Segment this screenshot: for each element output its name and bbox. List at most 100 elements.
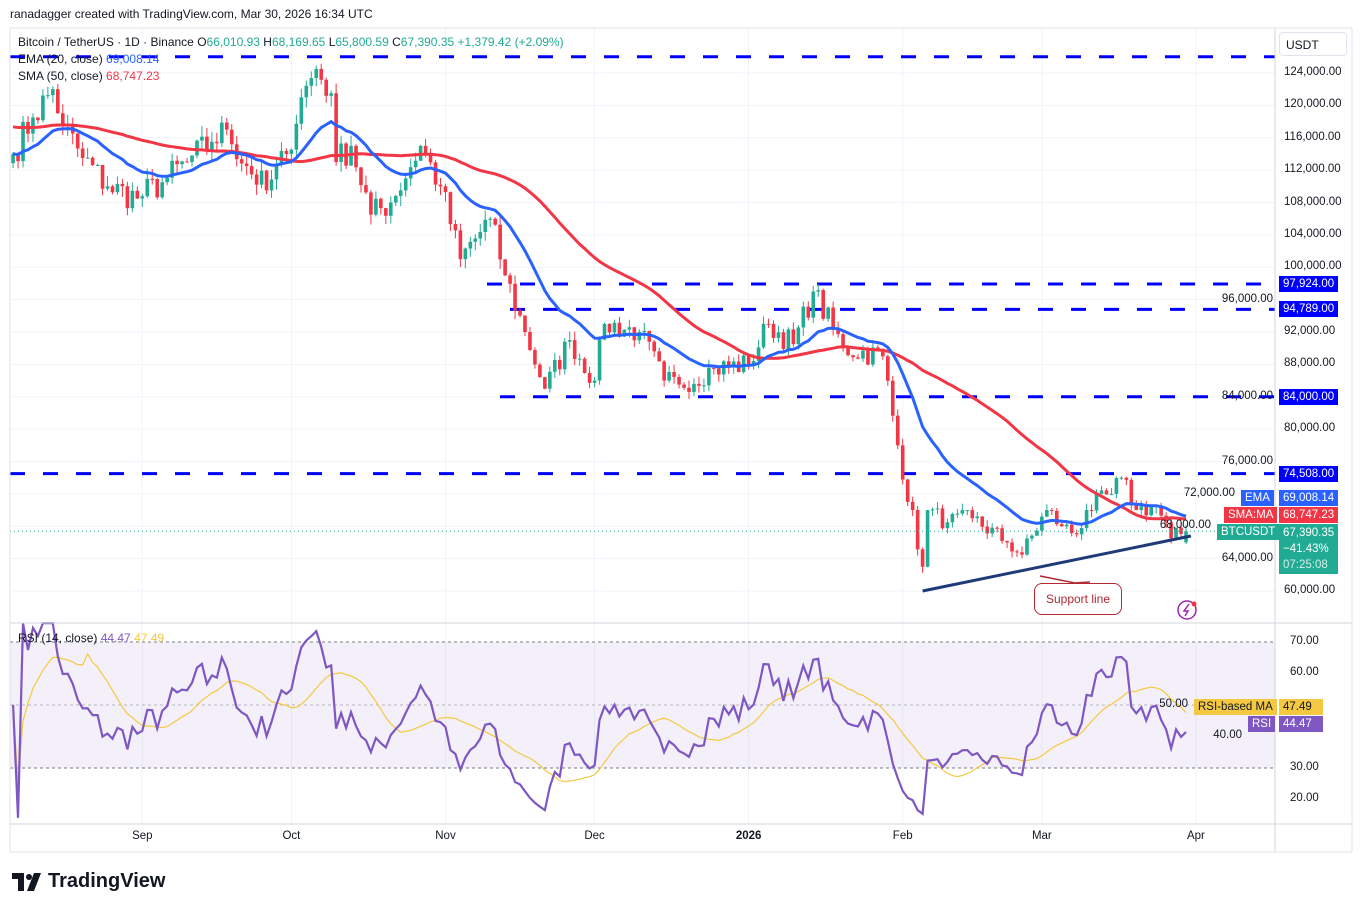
candle: [224, 117, 229, 136]
candle-body: [900, 445, 905, 480]
change-value: +1,379.42 (+2.09%): [457, 35, 564, 49]
sma-legend-value: 68,747.23: [106, 69, 160, 83]
sma-legend-label[interactable]: SMA (50, close): [18, 69, 103, 83]
candle: [975, 511, 980, 523]
candle-body: [11, 153, 15, 164]
candle-body: [483, 219, 488, 233]
candle-body: [1099, 490, 1104, 494]
candle: [871, 340, 875, 367]
candle-body: [741, 355, 746, 373]
rsi-tick: 20.00: [1290, 792, 1319, 804]
candle: [592, 376, 597, 388]
candle-body: [200, 136, 204, 141]
candle: [667, 365, 671, 383]
candle: [965, 509, 970, 516]
candle: [682, 382, 686, 390]
candle: [120, 179, 125, 197]
rsi-legend-label[interactable]: RSI (14, close): [18, 631, 98, 645]
candle: [329, 90, 333, 107]
symbol-row: Bitcoin / TetherUS · 1D · Binance O66,01…: [18, 35, 564, 49]
candle: [821, 288, 825, 321]
candle-body: [1129, 479, 1134, 506]
rsi-tick: 30.00: [1290, 760, 1319, 773]
candle-body: [751, 360, 756, 365]
candle: [85, 147, 90, 159]
candle: [726, 355, 731, 374]
candle-body: [677, 376, 681, 385]
candle: [294, 114, 299, 157]
candle-body: [1059, 524, 1064, 527]
candle-body: [498, 224, 502, 260]
candle: [985, 520, 989, 539]
candle-body: [1035, 530, 1039, 536]
candle-body: [905, 479, 910, 502]
support-line-label[interactable]: Support line: [1034, 583, 1122, 615]
rsi-legend: RSI (14, close) 44.47 47.49: [18, 631, 164, 645]
last-price-value: 67,390.35: [1283, 527, 1335, 539]
candle-body: [816, 290, 821, 292]
candle-body: [836, 327, 840, 335]
candle: [324, 77, 328, 103]
candle: [359, 167, 363, 193]
candle-body: [339, 143, 343, 163]
price-tick: 120,000.00: [1284, 98, 1342, 111]
candle-body: [672, 372, 676, 377]
bar-countdown: 07:25:08: [1283, 559, 1328, 571]
candle-body: [1054, 510, 1059, 525]
candle-body: [960, 510, 965, 514]
tradingview-logo[interactable]: TradingView: [12, 870, 165, 893]
candle-body: [642, 330, 647, 333]
support-label-pointer: [1039, 575, 1091, 584]
candle-body: [1020, 552, 1024, 555]
candle-body: [289, 149, 294, 154]
candle-body: [100, 164, 105, 189]
candle: [577, 353, 582, 366]
candle: [448, 191, 453, 232]
candle-body: [185, 161, 189, 163]
candle-body: [180, 161, 184, 165]
candle-body: [205, 136, 209, 151]
candle: [443, 183, 448, 202]
candle-body: [1159, 506, 1163, 516]
candle-body: [821, 290, 825, 319]
candle: [662, 359, 666, 387]
ema-legend-label[interactable]: EMA (20, close): [18, 52, 103, 66]
symbol-title[interactable]: Bitcoin / TetherUS · 1D · Binance: [18, 35, 194, 49]
support-line[interactable]: [922, 534, 1192, 593]
candle: [1104, 488, 1109, 495]
candle-body: [90, 157, 95, 166]
currency-selector[interactable]: USDT: [1279, 32, 1347, 56]
candle: [538, 362, 542, 378]
candle-body: [379, 198, 383, 209]
candle-body: [866, 350, 870, 365]
price-tick: 116,000.00: [1284, 130, 1341, 143]
candle-body: [851, 355, 855, 358]
price-tick: 124,000.00: [1284, 66, 1342, 78]
candle-body: [781, 332, 786, 349]
candle-body: [478, 232, 483, 239]
candle-body: [31, 117, 35, 134]
candle-body: [60, 113, 65, 126]
candle: [1054, 507, 1059, 527]
chart-credit: ranadagger created with TradingView.com,…: [10, 7, 373, 21]
lightning-icon[interactable]: [1177, 600, 1197, 620]
candle-body: [985, 526, 989, 534]
candle-body: [543, 377, 547, 389]
price-tick: 64,000.00: [1221, 551, 1273, 564]
candle-body: [135, 190, 140, 199]
candle-body: [374, 198, 378, 215]
candle: [1000, 524, 1004, 544]
candle: [349, 135, 353, 166]
candle: [841, 331, 845, 352]
price-tick: 68,000.00: [1159, 519, 1211, 532]
candle: [1119, 476, 1124, 481]
candle-body: [130, 190, 135, 209]
candle: [935, 502, 940, 515]
candle-body: [702, 385, 706, 387]
candle-body: [1139, 506, 1144, 511]
candle: [607, 323, 612, 336]
candle: [1079, 523, 1084, 541]
candle-body: [453, 223, 458, 231]
candle: [851, 354, 855, 362]
